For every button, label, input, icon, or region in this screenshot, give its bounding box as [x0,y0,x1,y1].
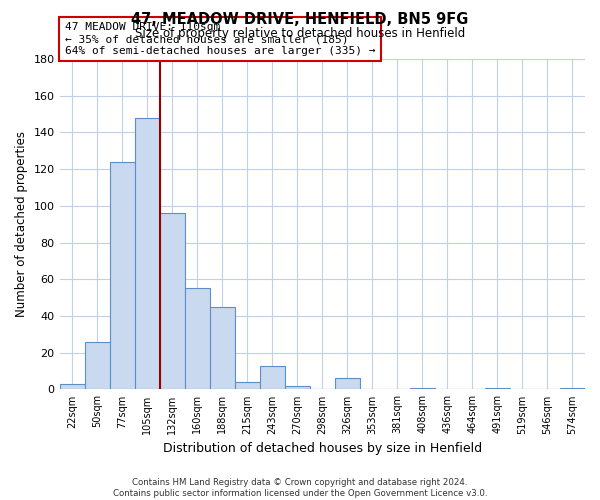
Bar [110,162,134,390]
Text: Contains HM Land Registry data © Crown copyright and database right 2024.
Contai: Contains HM Land Registry data © Crown c… [113,478,487,498]
Bar [185,288,209,390]
Bar [85,342,110,390]
Text: Size of property relative to detached houses in Henfield: Size of property relative to detached ho… [135,28,465,40]
Bar [235,382,260,390]
Bar [335,378,360,390]
Bar [160,213,185,390]
Text: 47, MEADOW DRIVE, HENFIELD, BN5 9FG: 47, MEADOW DRIVE, HENFIELD, BN5 9FG [131,12,469,28]
Bar [410,388,435,390]
Text: 47 MEADOW DRIVE: 110sqm
← 35% of detached houses are smaller (185)
64% of semi-d: 47 MEADOW DRIVE: 110sqm ← 35% of detache… [65,22,375,56]
Bar [209,307,235,390]
Bar [134,118,160,390]
Bar [59,384,85,390]
Bar [260,366,285,390]
X-axis label: Distribution of detached houses by size in Henfield: Distribution of detached houses by size … [163,442,482,455]
Bar [560,388,585,390]
Y-axis label: Number of detached properties: Number of detached properties [15,131,28,317]
Bar [485,388,510,390]
Bar [285,386,310,390]
